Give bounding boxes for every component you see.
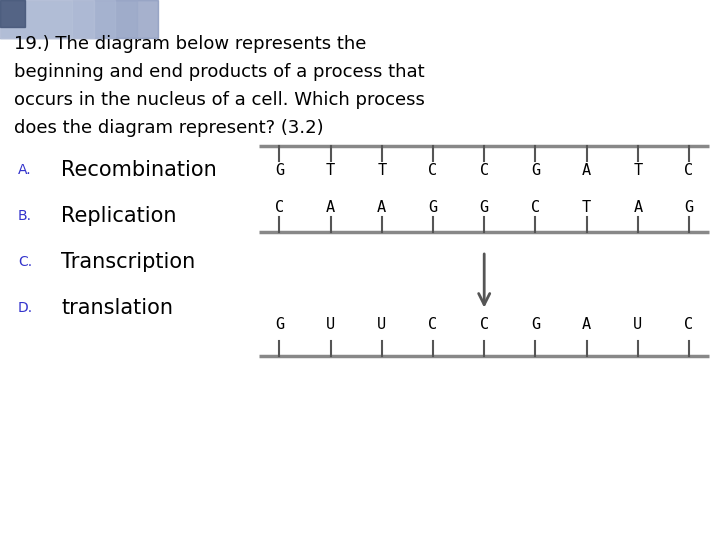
- Text: does the diagram represent? (3.2): does the diagram represent? (3.2): [14, 119, 324, 137]
- Text: Recombination: Recombination: [61, 160, 217, 180]
- Text: C: C: [480, 317, 489, 332]
- Text: G: G: [480, 200, 489, 215]
- Text: U: U: [377, 317, 387, 332]
- Text: A.: A.: [18, 163, 32, 177]
- Text: beginning and end products of a process that: beginning and end products of a process …: [14, 63, 425, 81]
- Text: occurs in the nucleus of a cell. Which process: occurs in the nucleus of a cell. Which p…: [14, 91, 426, 109]
- Bar: [0, 0, 158, 38]
- Text: G: G: [531, 163, 540, 178]
- Text: C.: C.: [18, 255, 32, 269]
- Text: C: C: [685, 317, 693, 332]
- Bar: [0, 0, 137, 38]
- Bar: [0, 0, 72, 38]
- Text: G: G: [428, 200, 438, 215]
- Text: U: U: [634, 317, 642, 332]
- Text: C: C: [428, 317, 438, 332]
- Text: T: T: [634, 163, 642, 178]
- Text: T: T: [582, 200, 591, 215]
- Text: D.: D.: [18, 301, 33, 315]
- Bar: [0, 0, 115, 38]
- Text: A: A: [377, 200, 387, 215]
- Bar: [0, 0, 25, 27]
- Bar: [0, 0, 94, 38]
- Text: G: G: [275, 317, 284, 332]
- Text: A: A: [582, 317, 591, 332]
- Text: B.: B.: [18, 209, 32, 223]
- Text: C: C: [428, 163, 438, 178]
- Text: 19.) The diagram below represents the: 19.) The diagram below represents the: [14, 35, 366, 53]
- Text: C: C: [480, 163, 489, 178]
- Text: A: A: [634, 200, 642, 215]
- Text: translation: translation: [61, 298, 174, 318]
- Text: C: C: [685, 163, 693, 178]
- Text: Transcription: Transcription: [61, 252, 195, 272]
- Text: T: T: [326, 163, 335, 178]
- Text: C: C: [531, 200, 540, 215]
- Text: G: G: [531, 317, 540, 332]
- Text: C: C: [275, 200, 284, 215]
- Text: G: G: [685, 200, 693, 215]
- Text: G: G: [275, 163, 284, 178]
- Text: U: U: [326, 317, 335, 332]
- Text: Replication: Replication: [61, 206, 176, 226]
- Text: T: T: [377, 163, 387, 178]
- Text: A: A: [326, 200, 335, 215]
- Text: A: A: [582, 163, 591, 178]
